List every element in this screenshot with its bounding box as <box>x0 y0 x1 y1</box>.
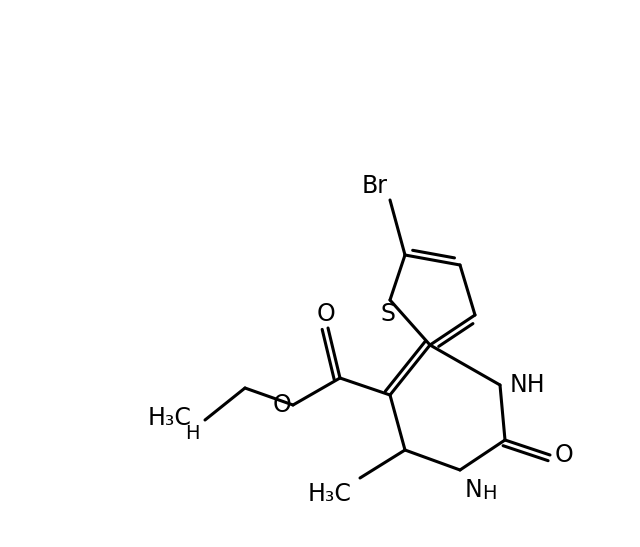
Text: NH: NH <box>510 373 546 397</box>
Text: S: S <box>381 302 396 326</box>
Text: H₃C: H₃C <box>308 482 352 506</box>
Text: N: N <box>465 478 483 502</box>
Text: H: H <box>186 424 200 443</box>
Text: O: O <box>555 443 573 467</box>
Text: H: H <box>482 484 497 503</box>
Text: H₃C: H₃C <box>147 406 191 430</box>
Text: O: O <box>272 393 291 417</box>
Text: O: O <box>317 302 335 326</box>
Text: Br: Br <box>362 174 388 198</box>
